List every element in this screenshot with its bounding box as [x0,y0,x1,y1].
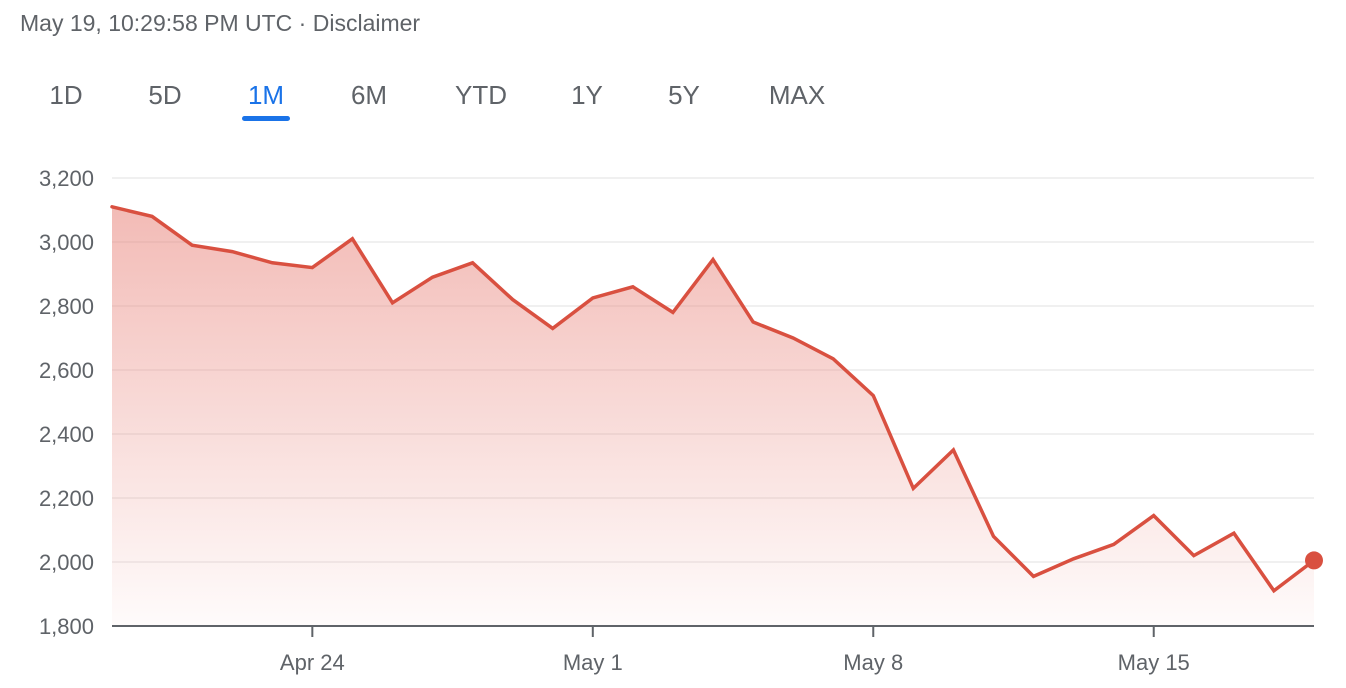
price-line [110,205,1316,594]
tab-1d[interactable]: 1D [49,80,83,110]
tab-ytd[interactable]: YTD [455,80,507,110]
price-area [112,206,1314,627]
x-tick-label: May 15 [1118,650,1190,675]
tab-1y[interactable]: 1Y [571,80,603,110]
disclaimer-link[interactable]: Disclaimer [312,10,421,36]
y-tick-label: 1,800 [39,614,94,639]
tab-5d[interactable]: 5D [148,80,182,110]
active-tab-indicator [242,116,290,121]
y-tick-label: 2,200 [39,486,94,511]
tab-5y[interactable]: 5Y [668,80,700,110]
separator: · [292,10,313,36]
tab-1m[interactable]: 1M [247,80,285,110]
y-tick-label: 3,000 [39,230,94,255]
last-price-point[interactable] [1305,551,1323,570]
y-tick-label: 2,600 [39,358,94,383]
tab-max[interactable]: MAX [768,80,826,110]
y-tick-label: 2,000 [39,550,94,575]
range-tabs: 1D 5D 1M 6M YTD 1Y 5Y MAX [0,76,900,124]
y-tick-label: 2,400 [39,422,94,447]
y-tick-label: 3,200 [39,166,94,191]
timestamp-line: May 19, 10:29:58 PM UTC · Disclaimer [20,10,420,37]
y-tick-label: 2,800 [39,294,94,319]
x-tick-label: May 8 [843,650,903,675]
x-tick-label: May 1 [563,650,623,675]
tab-6m[interactable]: 6M [350,80,388,110]
x-tick-label: Apr 24 [280,650,345,675]
timestamp: May 19, 10:29:58 PM UTC [20,10,293,36]
